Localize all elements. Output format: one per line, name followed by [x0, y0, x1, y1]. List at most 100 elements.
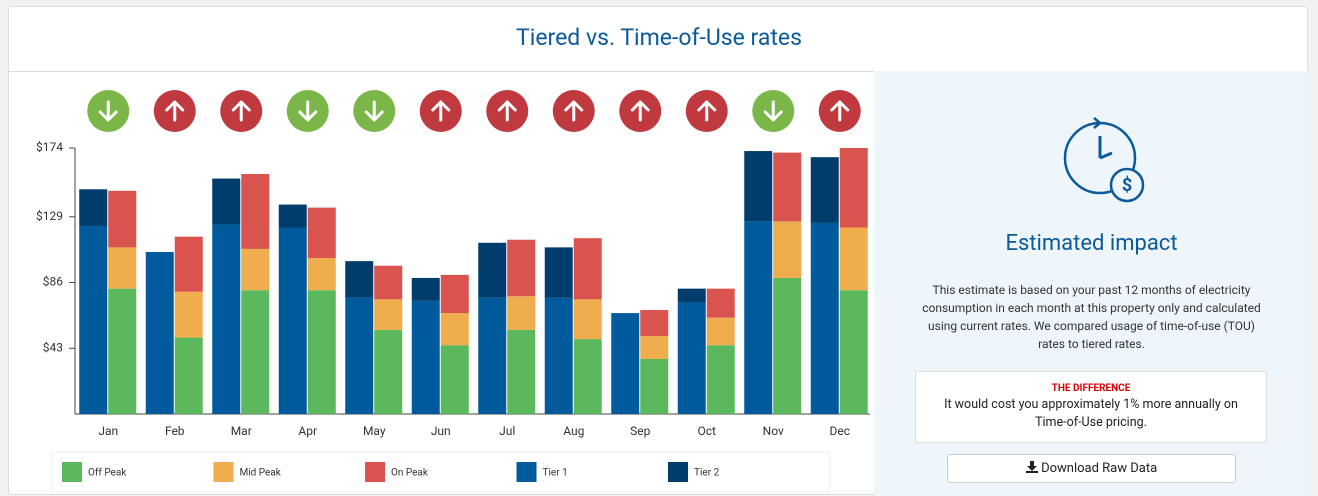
bar-segment [611, 313, 640, 414]
bar-segment [744, 221, 773, 414]
bar-segment [79, 225, 108, 414]
bar-segment [706, 345, 735, 414]
legend-label: Mid Peak [240, 468, 282, 479]
bar-segment [241, 290, 270, 414]
indicator-arrow [830, 100, 850, 122]
download-icon [1025, 461, 1038, 473]
indicator [552, 90, 595, 132]
indicator-arrow [298, 100, 318, 122]
bar-segment [677, 302, 706, 414]
indicator-arrow [497, 100, 517, 122]
bar-segment [640, 310, 669, 337]
bar-segment [345, 297, 374, 414]
x-tick-label: Feb [165, 424, 185, 438]
x-tick-label: Jun [431, 424, 451, 438]
bar-segment [174, 291, 203, 338]
download-label: Download Raw Data [1041, 461, 1158, 476]
bar-segment [677, 288, 706, 303]
bar-segment [108, 288, 137, 414]
bar-segment [810, 222, 839, 414]
bar-segment [640, 358, 669, 414]
difference-label: THE DIFFERENCE [1051, 383, 1131, 394]
bar-segment [307, 258, 336, 291]
indicator [685, 90, 728, 132]
indicator [419, 90, 462, 132]
bar-segment [706, 317, 735, 346]
bar-segment [411, 300, 440, 414]
x-tick-label: Dec [829, 424, 850, 438]
legend-label: Off Peak [88, 467, 127, 479]
indicator [286, 90, 329, 132]
panel-description: This estimate is based on your past 12 m… [922, 283, 1261, 351]
bar-segment [544, 297, 573, 414]
bar-segment [839, 148, 868, 228]
bar-segment [307, 290, 336, 414]
bar-segment [374, 329, 403, 414]
bar-segment [440, 345, 469, 414]
bar-segment [839, 290, 868, 414]
legend-label: Tier 2 [694, 468, 720, 479]
indicator-arrow [431, 100, 451, 122]
bar-segment [108, 190, 137, 248]
difference-text: It would cost you approximately 1% more … [944, 397, 1238, 430]
legend-swatch [62, 462, 82, 482]
bar-segment [839, 227, 868, 291]
x-tick-label: Nov [763, 424, 784, 438]
bar-segment [278, 204, 307, 228]
indicator-arrow [364, 100, 384, 122]
x-tick-label: Oct [698, 424, 717, 438]
svg-text:$: $ [1122, 175, 1132, 196]
legend-swatch [668, 462, 688, 482]
x-tick-label: Apr [298, 424, 317, 438]
indicator [818, 90, 861, 132]
bar-segment [478, 297, 507, 414]
bar-segment [174, 337, 203, 414]
bar-segment [307, 207, 336, 259]
bar-segment [345, 261, 374, 298]
bar-segment [544, 247, 573, 298]
bar-segment [440, 274, 469, 314]
y-tick-label: $129 [36, 209, 63, 223]
legend-swatch [213, 462, 234, 482]
download-button[interactable]: Download Raw Data [947, 454, 1236, 483]
bar-segment [573, 238, 602, 300]
bar-segment [241, 173, 270, 249]
bar-segment [278, 227, 307, 414]
bar-segment [374, 299, 403, 330]
bar-segment [507, 239, 536, 297]
legend-label: On Peak [391, 468, 429, 479]
clock-icon: $ [1063, 117, 1145, 203]
bar-segment [573, 339, 602, 414]
bar-segment [440, 313, 469, 346]
y-tick-label: $174 [36, 140, 63, 154]
difference-box: THE DIFFERENCE It would cost you approxi… [915, 371, 1267, 443]
x-tick-label: Sep [630, 424, 650, 438]
legend-swatch [516, 462, 537, 482]
bar-segment [108, 247, 137, 289]
indicator [153, 90, 196, 132]
indicator [619, 90, 662, 132]
x-tick-label: Mar [231, 424, 252, 438]
bar-segment [411, 277, 440, 301]
indicator [353, 90, 396, 132]
indicator-arrow [231, 100, 251, 122]
x-tick-label: May [363, 424, 386, 438]
indicator [220, 90, 263, 132]
x-tick-label: Jul [499, 424, 515, 438]
bar-segment [374, 265, 403, 300]
bar-segment [79, 189, 108, 226]
y-tick-label: $86 [43, 275, 63, 289]
bar-segment [507, 296, 536, 330]
chart: $43 $86 $129 $174 Jan Feb Mar Apr May Jun Jul Aug Se… [36, 90, 870, 493]
bar-segment [810, 157, 839, 223]
legend-label: Tier 1 [543, 468, 568, 479]
indicator-arrow [98, 100, 118, 122]
bar-segment [212, 178, 241, 225]
panel-title: Estimated impact [1005, 231, 1178, 256]
bar-segment [706, 288, 735, 318]
x-tick-label: Aug [563, 424, 584, 438]
bar-segment [573, 299, 602, 340]
y-tick-label: $43 [43, 340, 63, 354]
indicator-arrow [697, 100, 717, 122]
